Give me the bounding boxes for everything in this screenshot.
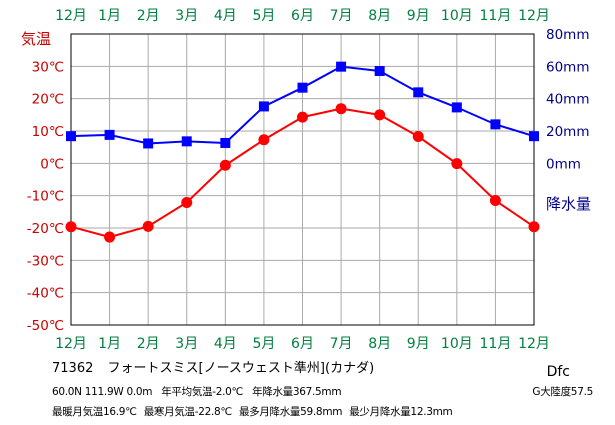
precipitation-tick-label: 80mm [546,27,589,43]
stats-line-2: 最暖月気温16.9℃ 最寒月気温-22.8℃ 最多月降水量59.8mm 最少月降… [52,404,456,419]
month-label-top: 4月 [214,8,237,24]
temperature-point [489,195,501,207]
month-label-bottom: 2月 [137,336,160,352]
precipitation-point [66,131,76,142]
wettest-month: 最多月降水量59.8mm [238,406,343,418]
grid [71,34,534,325]
month-label-top: 9月 [407,8,430,24]
month-label-bottom: 11月 [480,336,512,352]
precipitation-series [66,61,539,149]
temperature-axis-ticks: 30℃ 20℃ 10℃ 0℃ -10℃ -20℃ -30℃ -40℃ -50℃ [27,59,64,334]
continentality: G大陸度57.5 [532,386,593,398]
month-label-bottom: 9月 [407,336,430,352]
warmest-month: 最暖月気温16.9℃ [52,406,137,418]
temperature-tick-label: -50℃ [27,318,64,334]
month-label-top: 11月 [480,8,512,24]
driest-month: 最少月降水量12.3mm [349,406,453,418]
temperature-tick-label: -30℃ [27,253,64,269]
precipitation-point [413,87,424,98]
temperature-tick-label: 10℃ [32,124,64,140]
temperature-point [335,103,347,115]
month-label-bottom: 10月 [441,336,473,352]
precipitation-point [258,101,269,112]
month-labels-bottom: 12月 1月 2月 3月 4月 5月 6月 7月 8月 9月 10月 11月 12月 [55,336,550,352]
temperature-point [65,221,77,233]
month-label-bottom: 7月 [330,336,353,352]
temperature-point [412,130,424,142]
temperature-point [104,231,116,243]
temperature-tick-label: -20℃ [27,221,64,237]
temperature-point [219,159,231,171]
temperature-point [528,221,540,233]
precipitation-point [143,138,154,149]
precipitation-point [529,131,539,142]
temperature-axis-title: 気温 [21,30,51,48]
precipitation-point [374,66,385,77]
month-labels-top: 12月 1月 2月 3月 4月 5月 6月 7月 8月 9月 10月 11月 12月 [55,8,550,24]
precipitation-point [490,119,501,130]
month-label-top: 3月 [175,8,198,24]
temperature-point [258,134,270,146]
month-label-top: 6月 [291,8,314,24]
coldest-month: 最寒月気温-22.8℃ [143,406,232,418]
precipitation-tick-label: 0mm [546,156,581,172]
month-label-top: 12月 [518,8,550,24]
temperature-tick-label: 30℃ [32,59,64,75]
precipitation-point [297,82,308,93]
precipitation-axis-title: 降水量 [546,195,591,213]
precipitation-point [220,137,231,148]
station-name: フォートスミス[ノースウェスト準州](カナダ) [107,361,375,376]
precipitation-axis-ticks: 80mm 60mm 40mm 20mm 0mm [546,27,589,172]
temperature-tick-label: -10℃ [27,189,64,205]
temperature-point [181,196,193,208]
temperature-point [374,109,386,121]
annual-precip: 年降水量367.5mm [252,386,342,398]
coordinates: 60.0N 111.9W 0.0m [52,386,153,398]
precipitation-point [181,136,192,147]
month-label-top: 12月 [55,8,87,24]
month-label-bottom: 4月 [214,336,237,352]
month-label-top: 7月 [330,8,353,24]
precipitation-point [451,102,462,113]
month-label-top: 2月 [137,8,160,24]
koppen-class: Dfc [546,364,570,380]
month-label-bottom: 6月 [291,336,314,352]
precipitation-tick-label: 40mm [546,92,589,108]
temperature-series [65,103,540,243]
temperature-tick-label: 20℃ [32,92,64,108]
month-label-top: 5月 [252,8,275,24]
annual-mean-temp: 年平均気温-2.0℃ [161,386,244,398]
plot-frame [70,33,535,326]
month-label-bottom: 1月 [98,336,121,352]
precipitation-tick-label: 20mm [546,124,589,140]
month-label-bottom: 12月 [518,336,550,352]
month-label-bottom: 8月 [368,336,391,352]
temperature-point [451,158,463,170]
month-label-bottom: 3月 [175,336,198,352]
month-label-top: 10月 [441,8,473,24]
station-info: 71362 フォートスミス[ノースウェスト準州](カナダ) [52,357,384,376]
month-label-top: 8月 [368,8,391,24]
precipitation-point [104,129,115,140]
month-label-bottom: 5月 [252,336,275,352]
temperature-point [297,111,308,123]
temperature-point [142,220,154,232]
station-id: 71362 [52,361,94,376]
precipitation-point [336,61,347,72]
stats-line-1: 60.0N 111.9W 0.0m 年平均気温-2.0℃ 年降水量367.5mm [52,384,347,399]
month-label-bottom: 12月 [55,336,87,352]
temperature-tick-label: -40℃ [27,286,64,302]
precipitation-tick-label: 60mm [546,59,589,75]
temperature-tick-label: 0℃ [40,156,64,172]
month-label-top: 1月 [98,8,121,24]
